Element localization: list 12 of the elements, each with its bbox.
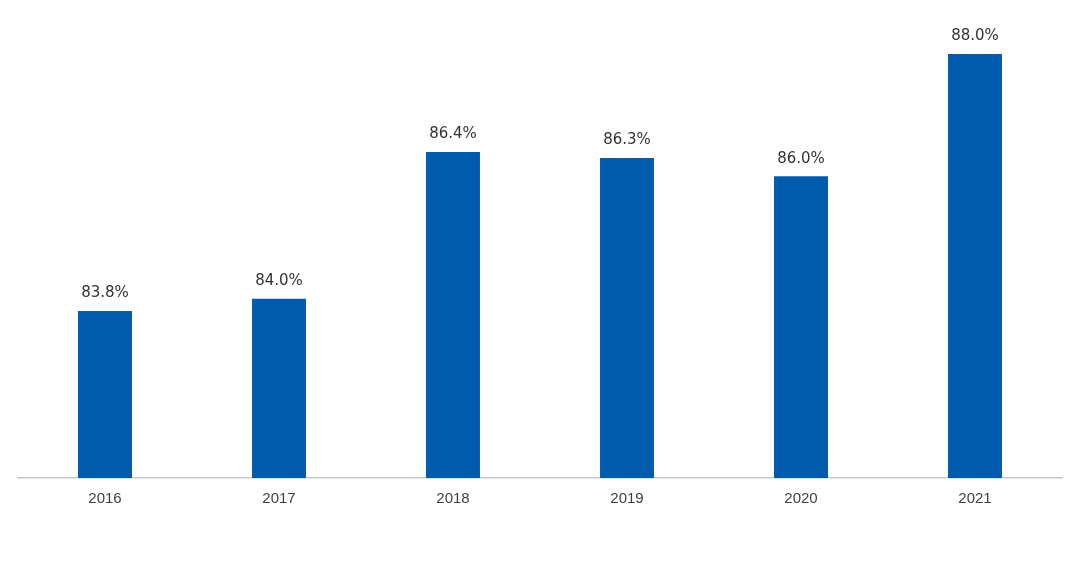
data-label: 83.8% [81, 283, 129, 302]
data-label: 84.0% [255, 271, 303, 290]
x-tick-label: 2016 [88, 489, 122, 507]
data-label: 86.3% [603, 130, 651, 149]
x-tick-label: 2017 [262, 489, 296, 507]
x-tick-label: 2021 [958, 489, 992, 507]
data-label: 86.0% [777, 148, 825, 167]
x-tick-label: 2019 [610, 489, 644, 507]
x-tick-label: 2020 [784, 489, 818, 507]
data-label: 86.4% [429, 124, 477, 143]
x-tick-label: 2018 [436, 489, 470, 507]
data-label: 88.0% [951, 26, 999, 45]
